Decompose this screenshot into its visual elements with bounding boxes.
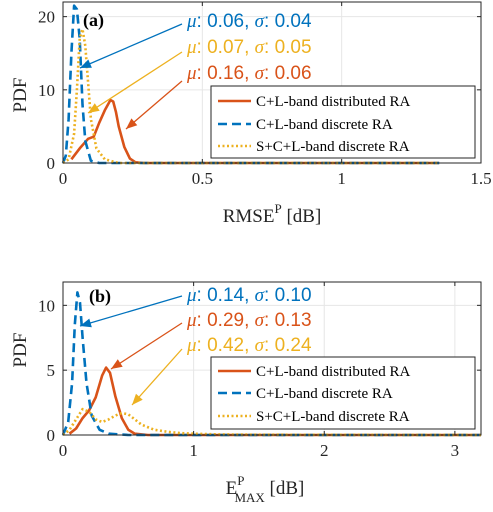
x-tick-label: 1 bbox=[189, 441, 198, 460]
x-tick-label: 1.5 bbox=[470, 169, 491, 188]
y-tick-label: 20 bbox=[38, 8, 55, 27]
stat-text: μ: 0.06, σ: 0.04 bbox=[186, 11, 312, 32]
arrow-head bbox=[126, 118, 138, 129]
stat-annotation: μ: 0.06, σ: 0.04 bbox=[79, 11, 312, 69]
stat-text: μ: 0.29, σ: 0.13 bbox=[186, 310, 312, 331]
x-tick-label: 0 bbox=[59, 441, 68, 460]
x-tick-label: 2 bbox=[320, 441, 329, 460]
arrow-head bbox=[132, 393, 143, 405]
legend-label: C+L-band distributed RA bbox=[256, 94, 410, 110]
axes-box bbox=[62, 281, 482, 436]
axes-box bbox=[62, 1, 482, 164]
series-line-1 bbox=[68, 366, 481, 437]
legend-box bbox=[210, 356, 476, 430]
legend-label: S+C+L-band discrete RA bbox=[256, 139, 410, 155]
x-tick-label: 0.5 bbox=[192, 169, 213, 188]
arrow-head bbox=[80, 318, 92, 328]
stat-text: μ: 0.42, σ: 0.24 bbox=[186, 335, 312, 356]
legend-label: C+L-band distributed RA bbox=[256, 364, 410, 380]
legend-box bbox=[210, 85, 476, 159]
y-axis-label: PDF bbox=[10, 78, 31, 113]
y-tick-label: 0 bbox=[47, 426, 56, 445]
panel-label: (a) bbox=[83, 10, 104, 31]
legend-label: C+L-band discrete RA bbox=[256, 386, 393, 402]
y-tick-label: 0 bbox=[47, 154, 56, 173]
legend-label: C+L-band discrete RA bbox=[256, 117, 393, 133]
y-axis-label: PDF bbox=[10, 333, 31, 368]
x-axis-label: RMSEP [dB] bbox=[223, 201, 322, 227]
arrow-head bbox=[88, 103, 100, 113]
series-line-3 bbox=[62, 407, 482, 437]
stat-text: μ: 0.07, σ: 0.05 bbox=[186, 37, 312, 58]
x-tick-label: 1 bbox=[337, 169, 346, 188]
annotation-arrow bbox=[79, 23, 183, 69]
legend: C+L-band distributed RA C+L-band discrete… bbox=[210, 356, 476, 430]
y-tick-label: 5 bbox=[47, 361, 56, 380]
y-tick-label: 10 bbox=[38, 81, 55, 100]
annotation-arrow bbox=[87, 51, 183, 114]
stat-annotation: μ: 0.14, σ: 0.10 bbox=[79, 285, 312, 328]
annotation-arrow bbox=[79, 295, 183, 327]
panel-a: 0 0.5 1 1.5 0 10 20 RMSEP [dB] PDF (a) μ: 0.06, σ:… bbox=[10, 1, 492, 227]
x-axis-label: EP MAX [dB] bbox=[226, 473, 305, 505]
panel-b: 0 1 2 3 0 5 10 EP MAX [dB] PDF (b) μ: 0.14, σ: 0.10… bbox=[10, 281, 482, 505]
stat-annotation: μ: 0.29, σ: 0.13 bbox=[110, 310, 312, 370]
legend-label: S+C+L-band discrete RA bbox=[256, 409, 410, 425]
x-tick-label: 3 bbox=[451, 441, 460, 460]
stat-annotation: μ: 0.07, σ: 0.05 bbox=[87, 37, 312, 114]
series-line-2 bbox=[61, 291, 481, 437]
annotation-arrow bbox=[131, 348, 183, 406]
stat-text: μ: 0.14, σ: 0.10 bbox=[186, 285, 312, 306]
stat-annotation: μ: 0.42, σ: 0.24 bbox=[131, 335, 312, 406]
annotation-arrow bbox=[110, 322, 183, 370]
panel-label: (b) bbox=[89, 286, 111, 307]
annotation-arrow bbox=[125, 80, 183, 130]
arrow-head bbox=[80, 59, 92, 68]
stat-annotation: μ: 0.16, σ: 0.06 bbox=[125, 63, 312, 130]
legend: C+L-band distributed RA C+L-band discrete… bbox=[210, 85, 476, 159]
series-line-3 bbox=[62, 27, 440, 165]
x-tick-label: 0 bbox=[59, 169, 68, 188]
stat-text: μ: 0.16, σ: 0.06 bbox=[186, 63, 312, 84]
arrow-head bbox=[111, 359, 123, 369]
y-tick-label: 10 bbox=[38, 296, 55, 315]
